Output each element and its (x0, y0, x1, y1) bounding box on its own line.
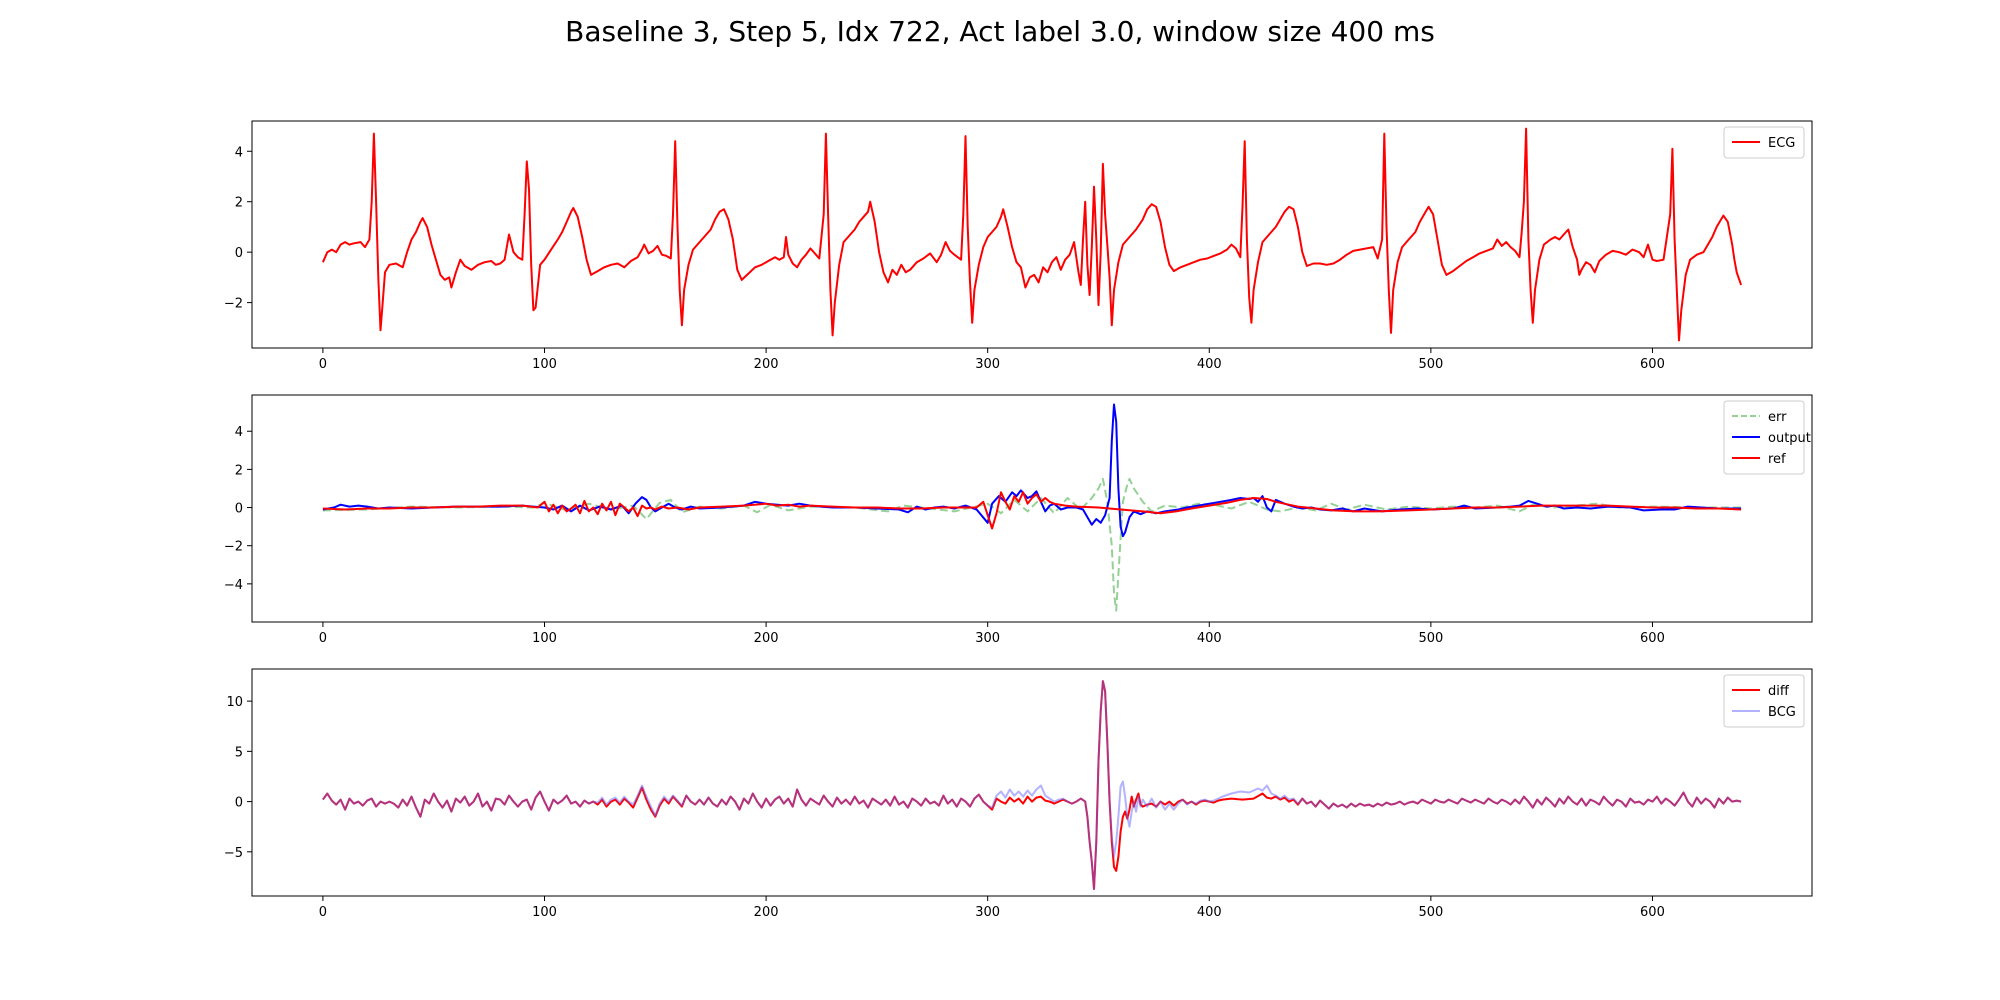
x-tick-label: 0 (319, 905, 327, 920)
y-tick-label: −4 (224, 578, 243, 593)
x-tick-label: 500 (1418, 631, 1443, 646)
y-tick-label: 10 (226, 695, 243, 710)
x-tick-label: 300 (975, 905, 1000, 920)
y-tick-label: −5 (224, 846, 243, 861)
x-tick-label: 400 (1197, 357, 1222, 372)
legend-box (1723, 126, 1805, 159)
legend-label-output: output (1768, 431, 1811, 446)
x-tick-label: 0 (319, 631, 327, 646)
x-tick-label: 400 (1197, 905, 1222, 920)
y-tick-label: 5 (235, 745, 243, 760)
subplot-1: 0 100 200 300 400 500 600 −2 0 2 4 ECG (224, 120, 1813, 372)
x-tick-label: 600 (1640, 631, 1665, 646)
series-line-ecg (321, 127, 1743, 342)
y-tick-label: −2 (224, 540, 243, 555)
legend-label-ecg: ECG (1768, 136, 1795, 151)
series-line-ref (322, 491, 1742, 530)
x-tick-label: 500 (1418, 905, 1443, 920)
subplot-2: 0 100 200 300 400 500 600 −4 −2 0 2 4 err output ref (224, 394, 1813, 646)
legend: diff BCG (1723, 674, 1805, 728)
axes-frame (251, 120, 1813, 349)
figure-title: Baseline 3, Step 5, Idx 722, Act label 3… (565, 15, 1435, 48)
x-tick-label: 200 (754, 905, 779, 920)
legend-box (1723, 674, 1805, 728)
legend-box (1723, 400, 1805, 475)
axes-frame (251, 668, 1813, 897)
legend-label-ref: ref (1768, 452, 1786, 467)
x-tick-label: 600 (1640, 905, 1665, 920)
y-tick-label: 2 (235, 463, 243, 478)
subplot-3: 0 100 200 300 400 500 600 −5 0 5 10 diff BCG (224, 668, 1813, 920)
x-tick-label: 400 (1197, 631, 1222, 646)
x-tick-label: 100 (532, 905, 557, 920)
y-tick-label: 4 (235, 145, 243, 160)
x-tick-label: 300 (975, 357, 1000, 372)
x-tick-label: 200 (754, 631, 779, 646)
x-tick-label: 0 (319, 357, 327, 372)
y-tick-label: −2 (224, 297, 243, 312)
legend-label-diff: diff (1768, 684, 1790, 699)
legend: ECG (1723, 126, 1805, 159)
x-tick-label: 500 (1418, 357, 1443, 372)
x-tick-label: 300 (975, 631, 1000, 646)
y-tick-label: 0 (235, 796, 243, 811)
y-tick-label: 0 (235, 502, 243, 517)
legend-label-err: err (1768, 410, 1787, 425)
y-tick-label: 2 (235, 196, 243, 211)
x-tick-label: 200 (754, 357, 779, 372)
series-line-bcg (322, 680, 1742, 890)
x-tick-label: 600 (1640, 357, 1665, 372)
axes-frame (251, 394, 1813, 623)
y-tick-label: 4 (235, 425, 243, 440)
legend-label-bcg: BCG (1768, 705, 1796, 720)
y-tick-label: 0 (235, 246, 243, 261)
x-tick-label: 100 (532, 631, 557, 646)
legend: err output ref (1723, 400, 1811, 475)
x-tick-label: 100 (532, 357, 557, 372)
series-line-err (322, 477, 1742, 612)
